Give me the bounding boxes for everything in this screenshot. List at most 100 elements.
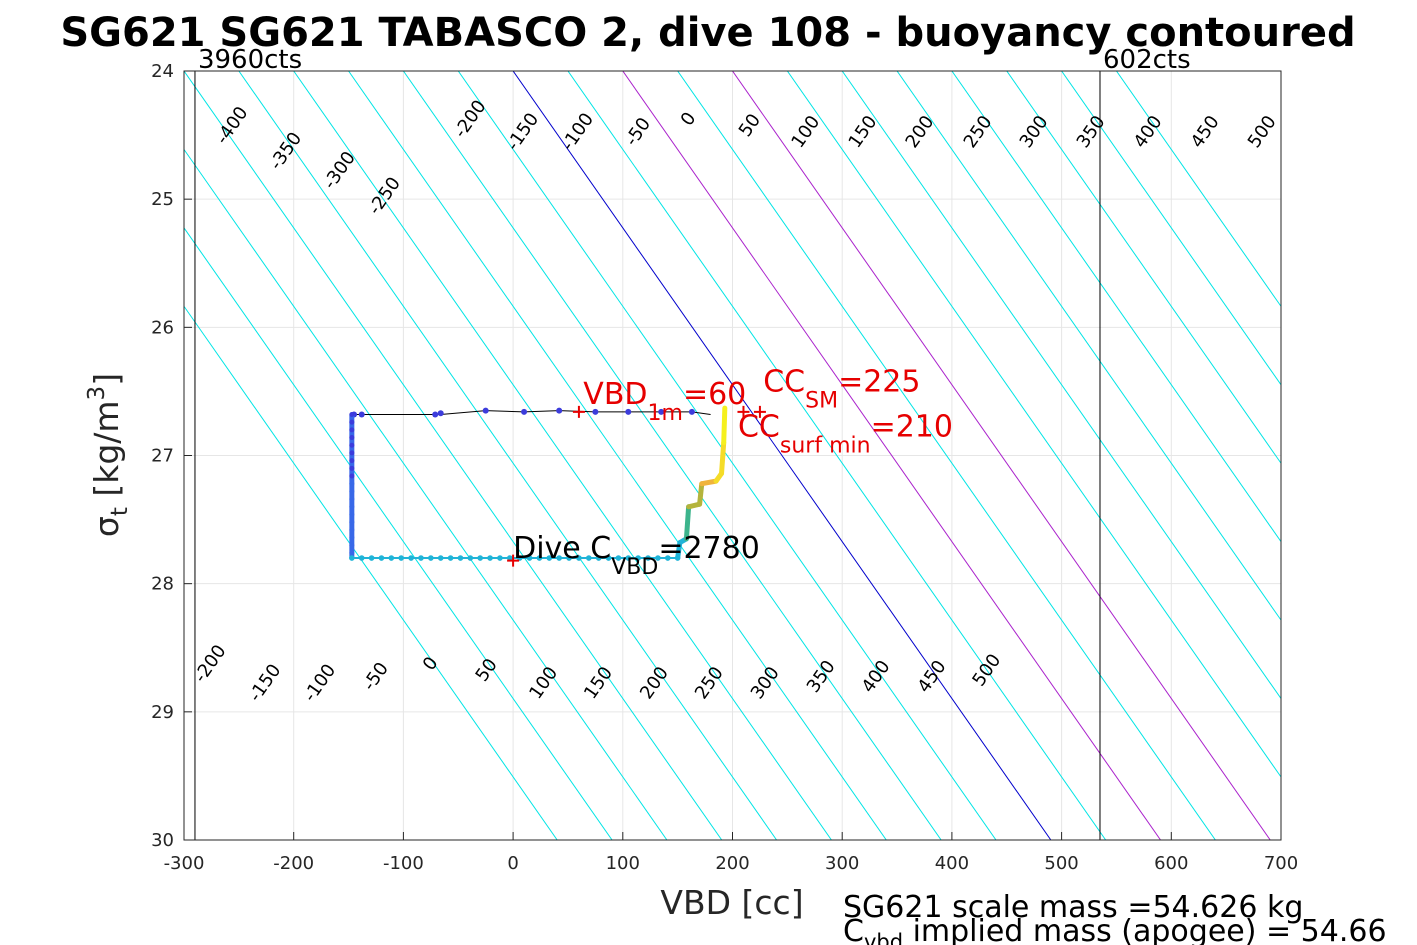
y-tick-label: 24 xyxy=(151,61,174,82)
bottom-point xyxy=(388,555,395,561)
descent-point xyxy=(349,542,355,548)
limit-labels: 3960cts 602cts xyxy=(198,45,1191,75)
contour-line xyxy=(457,71,997,840)
bottom-point xyxy=(536,555,543,561)
annotation-cc-sm-main: CC xyxy=(763,364,805,399)
bottom-point xyxy=(655,555,661,561)
x-tick-label: 600 xyxy=(1154,853,1188,874)
y-tick-label: 25 xyxy=(151,189,174,210)
bottom-point xyxy=(556,555,562,561)
bottom-point xyxy=(625,555,632,561)
plus-marker xyxy=(572,405,585,418)
x-tick-label: -200 xyxy=(273,853,314,874)
contour-line xyxy=(896,71,1281,621)
annotation-cc-sm-sub: SM xyxy=(805,388,838,413)
surface-point xyxy=(592,408,599,415)
footer-vbd-sub: vbd xyxy=(864,930,903,945)
descent-point xyxy=(349,442,355,448)
x-axis-label: VBD [cc] xyxy=(660,883,803,922)
surface-point xyxy=(625,408,632,415)
bottom-point xyxy=(546,555,553,561)
descent-point xyxy=(349,535,355,541)
descent-point xyxy=(349,488,355,494)
y-label-sub: t xyxy=(107,507,133,516)
descent-point xyxy=(349,496,355,502)
surface-point xyxy=(521,408,528,415)
y-label-sigma: σ xyxy=(87,516,126,537)
annotation-cc-sm: CCSM=225 xyxy=(763,364,920,413)
bottom-point xyxy=(605,555,612,561)
buoyancy-contours xyxy=(184,71,1281,840)
contour-line xyxy=(951,71,1281,543)
contour-line xyxy=(1006,71,1281,465)
bottom-point xyxy=(437,555,444,561)
y-tick-label: 26 xyxy=(151,317,174,338)
annotation-cc-surf-min-main: CC xyxy=(738,409,780,444)
contour-line xyxy=(1061,71,1281,386)
climb-track xyxy=(675,540,683,561)
bottom-point xyxy=(477,555,483,561)
surface-track-line xyxy=(354,410,711,415)
x-tick-label: 300 xyxy=(825,853,859,874)
bottom-point xyxy=(398,555,405,561)
annotation-cc-surf-min-value: =210 xyxy=(871,409,953,444)
bottom-point xyxy=(615,555,622,561)
bottom-point xyxy=(645,555,651,561)
bottom-point xyxy=(418,555,424,561)
bottom-point xyxy=(566,555,572,561)
descent-point xyxy=(349,504,355,510)
annotation-vbd-1m-main: VBD xyxy=(583,377,647,412)
bottom-point xyxy=(378,555,385,561)
y-axis-ticks: 24 25 26 27 28 29 30 xyxy=(151,61,192,851)
bottom-point xyxy=(368,555,375,561)
descent-point xyxy=(349,473,355,479)
plus-marker xyxy=(753,405,766,418)
x-tick-label: 0 xyxy=(507,853,518,874)
y-tick-label: 27 xyxy=(151,446,174,467)
y-label-unit: [kg/m xyxy=(87,400,126,507)
x-tick-label: -300 xyxy=(164,853,205,874)
contour-line xyxy=(622,71,1161,840)
bottom-point xyxy=(635,555,641,561)
surface-point xyxy=(658,408,665,415)
bottom-point xyxy=(349,555,355,561)
footer-implied-mass: Cvbd implied mass (apogee) = 54.66 xyxy=(843,914,1387,945)
footer-c: C xyxy=(843,914,864,945)
bottom-point xyxy=(595,555,602,561)
climb-track xyxy=(697,481,705,507)
descent-point xyxy=(349,465,355,471)
contour-line xyxy=(786,71,1281,778)
chart-title: SG621 SG621 TABASCO 2, dive 108 - buoyan… xyxy=(60,10,1355,56)
limit-label: 3960cts xyxy=(198,45,302,75)
contour-line xyxy=(732,71,1271,840)
y-tick-label: 30 xyxy=(151,830,174,851)
bottom-point xyxy=(497,555,503,561)
descent-point xyxy=(349,450,355,456)
y-tick-label: 29 xyxy=(151,702,174,723)
surface-point xyxy=(432,411,439,418)
contour-line xyxy=(677,71,1216,840)
y-label-end: ] xyxy=(87,373,126,386)
descent-point xyxy=(349,411,355,417)
bottom-point xyxy=(428,555,434,561)
annotation-cc-sm-value: =225 xyxy=(838,364,920,399)
plus-marker xyxy=(507,554,520,567)
x-tick-label: 200 xyxy=(715,853,749,874)
bottom-point xyxy=(526,555,533,561)
contour-line xyxy=(841,71,1281,700)
contour-line xyxy=(293,71,832,840)
annotation-dive-cvbd-sub: VBD xyxy=(611,555,658,580)
y-tick-label: 28 xyxy=(151,574,174,595)
descent-point xyxy=(349,519,355,525)
surface-point xyxy=(358,411,365,418)
x-tick-label: 100 xyxy=(606,853,640,874)
bottom-point xyxy=(457,555,464,561)
bottom-point xyxy=(447,555,454,561)
plus-marker xyxy=(737,405,750,418)
climb-track xyxy=(721,405,728,446)
bottom-point xyxy=(507,555,513,561)
descent-point xyxy=(349,527,355,533)
descent-point xyxy=(349,511,355,517)
